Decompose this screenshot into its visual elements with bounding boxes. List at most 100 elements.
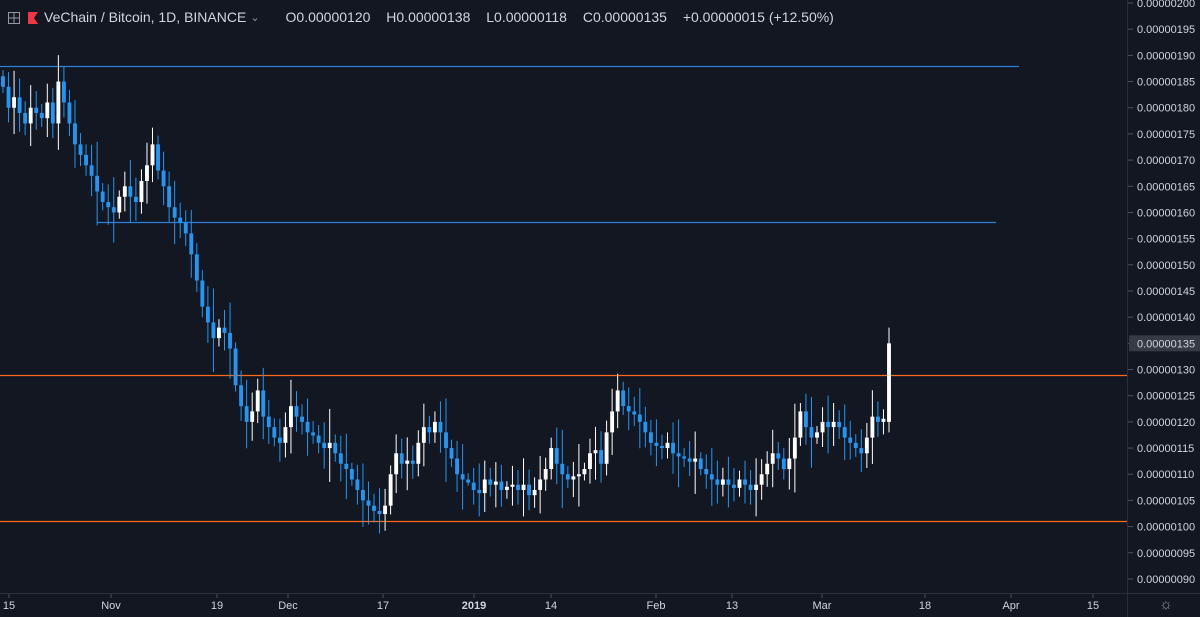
candle[interactable] bbox=[654, 419, 659, 467]
candle[interactable] bbox=[394, 434, 399, 494]
candle[interactable] bbox=[106, 184, 111, 225]
candle[interactable] bbox=[765, 451, 770, 487]
candle[interactable] bbox=[117, 190, 122, 219]
candle[interactable] bbox=[466, 473, 471, 486]
candle[interactable] bbox=[693, 431, 698, 494]
candle[interactable] bbox=[870, 390, 875, 464]
candle[interactable] bbox=[133, 177, 138, 221]
candle[interactable] bbox=[815, 426, 819, 444]
candle[interactable] bbox=[167, 171, 172, 222]
candle[interactable] bbox=[532, 477, 537, 508]
candle[interactable] bbox=[150, 127, 155, 183]
settings-gear-icon[interactable]: ☼ bbox=[1159, 596, 1173, 613]
candle[interactable] bbox=[17, 78, 22, 132]
candle[interactable] bbox=[754, 458, 759, 517]
candle[interactable] bbox=[122, 171, 127, 212]
candle[interactable] bbox=[84, 144, 89, 176]
candle[interactable] bbox=[643, 406, 648, 448]
expand-icon[interactable] bbox=[8, 11, 20, 24]
candle[interactable] bbox=[615, 373, 620, 429]
candle[interactable] bbox=[687, 440, 692, 477]
candle[interactable] bbox=[12, 70, 17, 135]
candle[interactable] bbox=[421, 403, 426, 467]
candle[interactable] bbox=[28, 85, 33, 147]
candle[interactable] bbox=[660, 434, 664, 460]
candle[interactable] bbox=[294, 391, 299, 432]
candle[interactable] bbox=[200, 270, 205, 318]
candle[interactable] bbox=[460, 444, 465, 510]
candle[interactable] bbox=[781, 448, 786, 480]
candle[interactable] bbox=[488, 467, 493, 497]
candle[interactable] bbox=[228, 302, 232, 379]
candle[interactable] bbox=[45, 83, 50, 138]
candle[interactable] bbox=[355, 464, 360, 505]
candle[interactable] bbox=[848, 420, 853, 460]
candle[interactable] bbox=[809, 396, 814, 468]
candle[interactable] bbox=[233, 342, 238, 392]
candle[interactable] bbox=[842, 404, 847, 461]
candle[interactable] bbox=[399, 438, 404, 479]
candle[interactable] bbox=[266, 399, 271, 444]
candle[interactable] bbox=[327, 408, 332, 482]
candle[interactable] bbox=[704, 454, 709, 489]
candle[interactable] bbox=[543, 457, 548, 491]
candle[interactable] bbox=[776, 441, 781, 470]
candle[interactable] bbox=[438, 401, 443, 453]
candle[interactable] bbox=[333, 434, 338, 462]
candle[interactable] bbox=[156, 135, 160, 180]
candle[interactable] bbox=[803, 393, 808, 445]
candle[interactable] bbox=[798, 403, 803, 446]
candle[interactable] bbox=[128, 159, 133, 224]
candle[interactable] bbox=[261, 367, 266, 440]
candle[interactable] bbox=[610, 388, 615, 455]
candle[interactable] bbox=[449, 439, 454, 467]
candle[interactable] bbox=[6, 72, 11, 123]
candle[interactable] bbox=[23, 101, 28, 136]
candle[interactable] bbox=[388, 465, 393, 515]
candle[interactable] bbox=[527, 469, 532, 511]
candle[interactable] bbox=[283, 412, 288, 458]
candle[interactable] bbox=[100, 183, 105, 211]
candle[interactable] bbox=[504, 481, 509, 499]
candle[interactable] bbox=[111, 177, 116, 243]
candle[interactable] bbox=[95, 141, 100, 226]
candle[interactable] bbox=[416, 430, 421, 477]
candle[interactable] bbox=[316, 425, 321, 454]
candle[interactable] bbox=[554, 427, 559, 485]
flag-icon[interactable] bbox=[28, 11, 38, 24]
candle[interactable] bbox=[277, 418, 282, 462]
chevron-down-icon[interactable]: ⌄ bbox=[250, 11, 260, 24]
candle[interactable] bbox=[726, 456, 731, 508]
candle[interactable] bbox=[737, 470, 742, 497]
candle[interactable] bbox=[377, 488, 382, 534]
candle[interactable] bbox=[349, 462, 354, 486]
candle[interactable] bbox=[565, 465, 570, 488]
candle[interactable] bbox=[759, 459, 764, 500]
candle[interactable] bbox=[432, 411, 437, 443]
candle[interactable] bbox=[211, 288, 216, 373]
candle[interactable] bbox=[244, 379, 249, 449]
candle[interactable] bbox=[366, 481, 371, 525]
candle[interactable] bbox=[183, 210, 188, 246]
candle[interactable] bbox=[250, 392, 255, 441]
candle[interactable] bbox=[732, 467, 736, 502]
candle[interactable] bbox=[383, 488, 388, 531]
candle[interactable] bbox=[189, 209, 194, 278]
symbol-title[interactable]: VeChain / Bitcoin, 1D, BINANCE bbox=[44, 9, 247, 25]
candle[interactable] bbox=[621, 381, 626, 415]
candle[interactable] bbox=[34, 90, 39, 130]
candle[interactable] bbox=[194, 243, 199, 292]
candle[interactable] bbox=[217, 319, 221, 347]
candle[interactable] bbox=[427, 415, 432, 444]
candle[interactable] bbox=[648, 419, 653, 456]
candle[interactable] bbox=[516, 470, 520, 505]
candle[interactable] bbox=[477, 463, 482, 517]
candle[interactable] bbox=[239, 370, 244, 421]
candle[interactable] bbox=[549, 437, 554, 480]
candle[interactable] bbox=[588, 438, 592, 484]
candle[interactable] bbox=[444, 398, 448, 482]
candle[interactable] bbox=[289, 379, 293, 454]
candle[interactable] bbox=[576, 444, 581, 507]
candle[interactable] bbox=[89, 144, 94, 197]
